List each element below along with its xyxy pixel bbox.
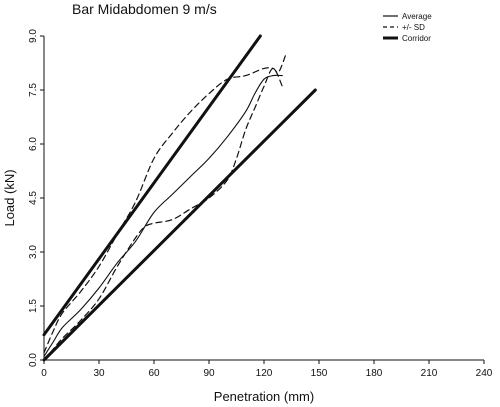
y-ticks: 0.0 1.5 3.0 4.5 6.0 7.5 9.0 bbox=[28, 29, 44, 367]
y-tick-label: 3.0 bbox=[28, 245, 39, 259]
legend-label-average: Average bbox=[402, 12, 432, 21]
y-tick-label: 7.5 bbox=[28, 83, 39, 97]
series-line-sd bbox=[43, 53, 287, 354]
y-tick-label: 6.0 bbox=[28, 137, 39, 151]
x-axis-title: Penetration (mm) bbox=[214, 389, 314, 404]
x-tick-label: 60 bbox=[148, 368, 160, 379]
y-tick-label: 4.5 bbox=[28, 191, 39, 205]
legend: Average +/- SD Corridor bbox=[383, 12, 432, 43]
legend-label-sd: +/- SD bbox=[402, 23, 425, 32]
x-tick-label: 120 bbox=[256, 368, 273, 379]
chart-title: Bar Midabdomen 9 m/s bbox=[72, 1, 217, 17]
series-line-corridor bbox=[42, 34, 262, 337]
series-line-sd-lower bbox=[43, 67, 283, 361]
x-tick-label: 30 bbox=[93, 368, 105, 379]
y-tick-label: 1.5 bbox=[28, 299, 39, 313]
series-line-average bbox=[43, 74, 283, 357]
series-line-corridor-lower bbox=[42, 88, 317, 362]
series-group bbox=[42, 34, 317, 362]
y-tick-label: 9.0 bbox=[28, 29, 39, 43]
x-tick-label: 240 bbox=[476, 368, 493, 379]
x-ticks: 0 30 60 90 120 150 180 210 240 bbox=[41, 360, 493, 379]
legend-label-corridor: Corridor bbox=[402, 34, 431, 43]
y-tick-label: 0.0 bbox=[28, 353, 39, 367]
x-tick-label: 210 bbox=[421, 368, 438, 379]
x-tick-label: 0 bbox=[41, 368, 47, 379]
x-tick-label: 150 bbox=[311, 368, 328, 379]
axes bbox=[43, 36, 484, 361]
x-tick-label: 180 bbox=[366, 368, 383, 379]
y-axis-title: Load (kN) bbox=[2, 169, 17, 226]
x-tick-label: 90 bbox=[203, 368, 215, 379]
